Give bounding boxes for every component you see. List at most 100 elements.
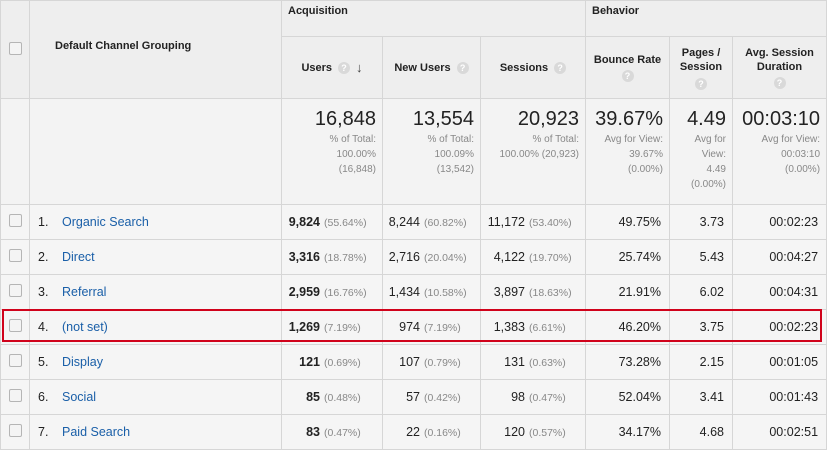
users-value: 121	[299, 355, 320, 369]
pages-cell: 6.02	[669, 274, 733, 310]
channel-cell: 7. Paid Search	[29, 414, 282, 450]
totals-blank-cell	[0, 98, 30, 205]
row-index: 5.	[38, 355, 49, 369]
channel-cell: 1. Organic Search	[29, 204, 282, 240]
sessions-cell: 1,383 (6.61%)	[480, 309, 586, 345]
channel-cell: 5. Display	[29, 344, 282, 380]
new-users-header[interactable]: New Users?	[382, 36, 481, 99]
row-checkbox[interactable]	[8, 284, 22, 297]
dimension-header[interactable]: Default Channel Grouping	[29, 0, 282, 99]
pages-cell: 3.73	[669, 204, 733, 240]
users-cell: 85 (0.48%)	[281, 379, 383, 415]
users-cell: 121 (0.69%)	[281, 344, 383, 380]
totals-bounce-note: (0.00%)	[627, 164, 663, 175]
sessions-header-label: Sessions	[499, 61, 549, 74]
help-icon[interactable]: ?	[695, 77, 707, 90]
sessions-cell: 131 (0.63%)	[480, 344, 586, 380]
channel-cell: 3. Referral	[29, 274, 282, 310]
channel-link[interactable]: Organic Search	[62, 215, 149, 229]
row-checkbox[interactable]	[8, 249, 22, 262]
row-index: 4.	[38, 320, 49, 334]
sessions-cell: 4,122 (19.70%)	[480, 239, 586, 275]
new-users-value: 2,716	[388, 250, 420, 264]
channel-link[interactable]: Paid Search	[62, 425, 131, 439]
bounce-cell: 25.74%	[585, 239, 670, 275]
select-all-cell	[0, 0, 30, 99]
new-users-value: 1,434	[388, 285, 420, 299]
pages-cell: 3.41	[669, 379, 733, 415]
sessions-value: 120	[504, 425, 525, 439]
users-value: 1,269	[288, 320, 320, 334]
channel-link[interactable]: Direct	[62, 250, 95, 264]
new-users-cell: 2,716 (20.04%)	[382, 239, 481, 275]
users-cell: 3,316 (18.78%)	[281, 239, 383, 275]
totals-duration-note: (0.00%)	[785, 164, 821, 175]
help-icon[interactable]: ?	[554, 61, 567, 74]
new-users-cell: 57 (0.42%)	[382, 379, 481, 415]
avg-header-line1: Avg. Session	[745, 47, 814, 59]
behavior-group-header: Behavior	[584, 0, 827, 37]
users-pct: (0.47%)	[324, 427, 361, 439]
totals-label-cell	[29, 98, 282, 205]
new-users-pct: (60.82%)	[424, 217, 467, 229]
sessions-pct: (0.57%)	[529, 427, 566, 439]
row-checkbox[interactable]	[8, 214, 22, 227]
sessions-pct: (6.61%)	[529, 322, 566, 334]
new-users-pct: (0.16%)	[424, 427, 461, 439]
row-checkbox-cell	[0, 274, 30, 310]
sessions-header[interactable]: Sessions?	[480, 36, 586, 99]
users-header[interactable]: Users? ↓	[281, 36, 383, 99]
channel-cell: 6. Social	[29, 379, 282, 415]
users-pct: (55.64%)	[324, 217, 367, 229]
help-icon[interactable]: ?	[621, 70, 634, 82]
help-icon[interactable]: ?	[338, 61, 351, 74]
row-checkbox-cell	[0, 309, 30, 345]
new-users-cell: 107 (0.79%)	[382, 344, 481, 380]
duration-cell: 00:04:27	[731, 239, 827, 275]
pages-per-session-header[interactable]: Pages / Session?	[669, 36, 733, 99]
totals-bounce-note: 39.67%	[629, 149, 663, 160]
totals-pages: 4.49 Avg for View: 4.49 (0.00%)	[669, 98, 733, 205]
users-cell: 1,269 (7.19%)	[281, 309, 383, 345]
pages-header-line1: Pages /	[681, 46, 721, 59]
row-checkbox[interactable]	[8, 424, 22, 437]
row-checkbox[interactable]	[8, 389, 22, 402]
avg-session-duration-header[interactable]: Avg. Session Duration?	[731, 36, 827, 99]
new-users-cell: 22 (0.16%)	[382, 414, 481, 450]
sessions-value: 4,122	[493, 250, 525, 264]
row-checkbox[interactable]	[8, 354, 22, 367]
bounce-cell: 73.28%	[585, 344, 670, 380]
new-users-cell: 1,434 (10.58%)	[382, 274, 481, 310]
users-header-label: Users	[301, 61, 333, 74]
totals-users-note: (16,848)	[338, 164, 376, 175]
help-icon[interactable]: ?	[773, 77, 786, 89]
pages-cell: 2.15	[669, 344, 733, 380]
row-checkbox-cell	[0, 204, 30, 240]
bounce-cell: 21.91%	[585, 274, 670, 310]
help-icon[interactable]: ?	[456, 61, 469, 74]
totals-new-users-value: 13,554	[412, 108, 474, 130]
sessions-value: 11,172	[487, 215, 525, 229]
table-row: 2. Direct 3,316 (18.78%) 2,716 (20.04%) 4,1…	[0, 239, 827, 275]
table-row: 1. Organic Search 9,824 (55.64%) 8,244 (60.…	[0, 204, 827, 240]
totals-new-users-note: (13,542)	[436, 164, 474, 175]
channel-link[interactable]: Social	[62, 390, 97, 404]
channel-cell: 2. Direct	[29, 239, 282, 275]
channel-link[interactable]: Referral	[62, 285, 107, 299]
row-checkbox[interactable]	[8, 319, 22, 332]
totals-new-users-note: 100.09%	[434, 149, 474, 160]
duration-cell: 00:01:05	[731, 344, 827, 380]
channel-link[interactable]: (not set)	[62, 320, 108, 334]
new-users-value: 8,244	[388, 215, 420, 229]
select-all-checkbox[interactable]	[8, 41, 22, 55]
channel-link[interactable]: Display	[62, 355, 103, 369]
new-users-header-label: New Users	[394, 61, 451, 74]
sort-desc-icon[interactable]: ↓	[356, 60, 363, 75]
table-row: 5. Display 121 (0.69%) 107 (0.79%) 131 (0.63…	[0, 344, 827, 380]
bounce-rate-header[interactable]: Bounce Rate?	[585, 36, 670, 99]
totals-pages-note: (0.00%)	[690, 179, 726, 190]
users-value: 85	[306, 390, 320, 404]
sessions-pct: (53.40%)	[529, 217, 572, 229]
pages-header-line2: Session	[679, 60, 723, 73]
